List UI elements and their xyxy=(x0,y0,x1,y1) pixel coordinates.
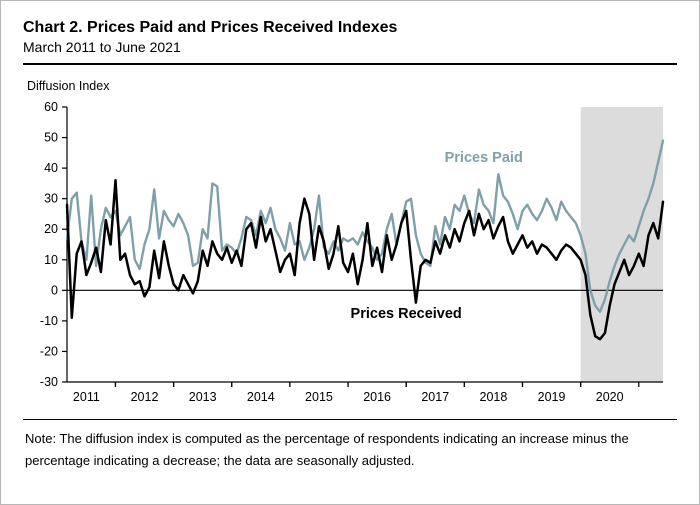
note-line-2: percentage indicating a decrease; the da… xyxy=(25,452,415,468)
series-label-prices-received: Prices Received xyxy=(351,306,462,322)
series-line-prices-paid xyxy=(65,139,665,313)
header-divider xyxy=(23,63,677,65)
note-line-1: Note: The diffusion index is computed as… xyxy=(25,431,629,446)
page-title: Chart 2. Prices Paid and Prices Received… xyxy=(23,19,398,36)
y-tick-label: 60 xyxy=(44,100,58,114)
chart-area: 60 50 40 30 20 10 0 -10 -20 -30 2011 2012 2013 2014 20… xyxy=(23,95,677,413)
x-tick-label: 2016 xyxy=(363,390,391,404)
y-tick-label: 10 xyxy=(44,253,58,267)
x-tick-label: 2013 xyxy=(189,390,217,404)
x-tick-label: 2011 xyxy=(73,390,100,404)
y-tick-label: 0 xyxy=(51,283,58,297)
note-block: Note: The diffusion index is computed as… xyxy=(23,419,677,481)
x-tick-label: 2020 xyxy=(596,390,624,404)
y-tick-label: -30 xyxy=(40,375,58,389)
y-tick-label: 50 xyxy=(44,131,58,145)
x-tick-label: 2012 xyxy=(131,390,159,404)
y-tick-label: -10 xyxy=(40,314,58,328)
x-tick-label: 2019 xyxy=(538,390,566,404)
y-tick-label: -20 xyxy=(40,344,58,358)
y-tick-label: 30 xyxy=(44,192,58,206)
x-tick-label: 2017 xyxy=(421,390,449,404)
x-tick-label: 2014 xyxy=(247,390,275,404)
series-label-prices-paid: Prices Paid xyxy=(445,150,523,166)
page-subtitle: March 2011 to June 2021 xyxy=(23,39,181,55)
chart-svg: 60 50 40 30 20 10 0 -10 -20 -30 2011 2012 2013 2014 20… xyxy=(40,100,665,404)
x-tick-label: 2015 xyxy=(305,390,333,404)
series-line-prices-received xyxy=(65,179,665,341)
y-axis-label: Diffusion Index xyxy=(27,79,110,93)
y-tick-label: 20 xyxy=(44,222,58,236)
y-tick-label: 40 xyxy=(44,161,58,175)
recession-shading xyxy=(580,107,663,382)
x-tick-label: 2018 xyxy=(480,390,508,404)
